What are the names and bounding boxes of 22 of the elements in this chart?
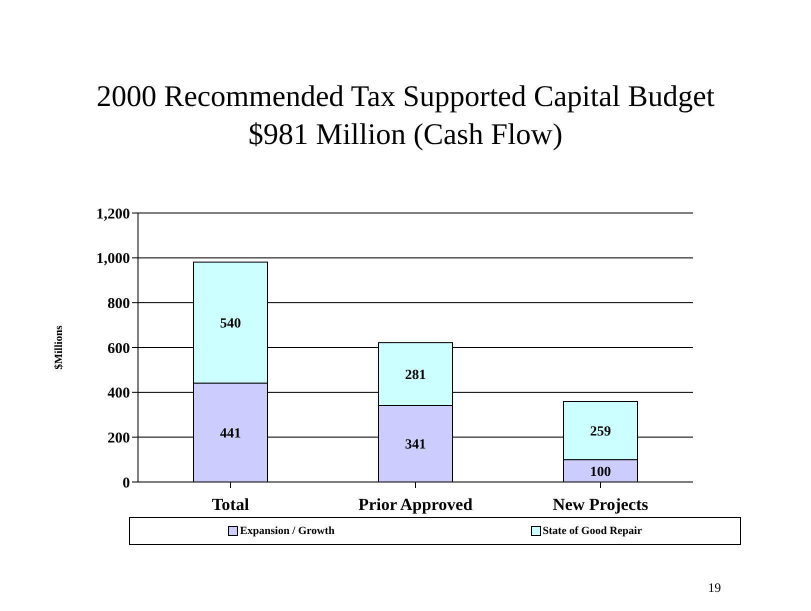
data-label: 441 [220, 426, 241, 442]
x-tick-label: Prior Approved [358, 495, 474, 514]
y-axis-title: $Millions [52, 324, 65, 370]
legend-label: Expansion / Growth [239, 525, 335, 537]
y-tick-label: 800 [108, 296, 130, 312]
y-tick-label: 1,000 [96, 251, 130, 268]
x-tick-label: Total [212, 495, 250, 514]
y-tick-label: 400 [108, 386, 130, 402]
legend-label: State of Good Repair [542, 525, 642, 537]
data-label: 259 [590, 424, 611, 440]
data-label: 341 [405, 438, 426, 453]
y-tick-label: 200 [108, 430, 130, 446]
data-label: 540 [220, 316, 241, 332]
y-tick-label: 1,200 [96, 206, 130, 222]
data-label: 100 [590, 464, 611, 480]
y-tick-label: 0 [122, 475, 130, 492]
text: 19 [708, 580, 721, 596]
chart-title: 2000 Recommended Tax Supported Capital Budget [95, 79, 716, 115]
data-label: 281 [405, 368, 426, 384]
chart-subtitle: $981 Million (Cash Flow) [247, 117, 564, 153]
y-tick-label: 600 [108, 340, 130, 357]
x-tick-label: New Projects [552, 495, 649, 514]
